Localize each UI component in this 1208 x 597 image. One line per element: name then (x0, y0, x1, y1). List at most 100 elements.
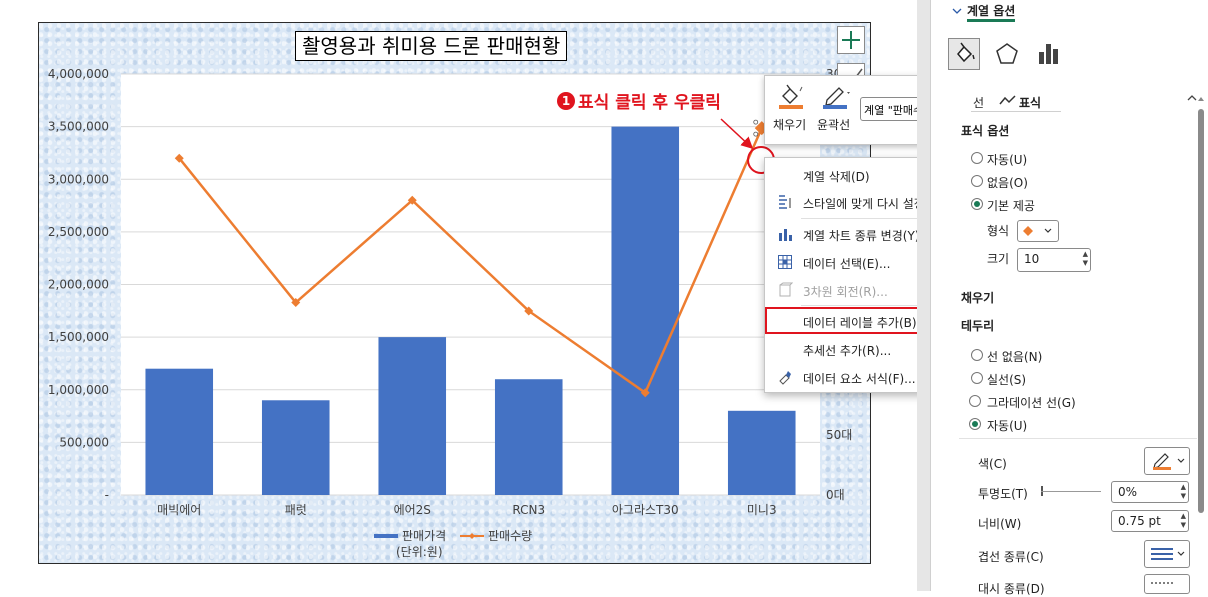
chevron-up-icon[interactable] (1187, 94, 1197, 102)
radio-no-line-label: 선 없음(N) (987, 350, 1043, 364)
panel-scrollbar[interactable] (1196, 95, 1206, 515)
bar (611, 126, 680, 495)
bar-chart-icon[interactable] (1034, 40, 1062, 68)
bar (727, 410, 796, 495)
marker-type-dropdown[interactable] (1017, 220, 1059, 242)
compound-type-dropdown[interactable] (1144, 540, 1190, 568)
y-axis-tick-label: 3,000,000 (48, 172, 109, 186)
outline-button[interactable]: 윤곽선 (817, 82, 861, 140)
pen-icon (1153, 453, 1185, 470)
size-input[interactable]: 10 ▲ ▼ (1017, 248, 1091, 272)
menu-item-label: 데이터 레이블 추가(B) (803, 316, 917, 330)
radio-no-line[interactable] (971, 349, 983, 361)
menu-add-trendline[interactable]: 추세선 추가(R)... (765, 336, 975, 362)
y2-axis-tick-label: 50대 (826, 428, 852, 442)
color-dropdown[interactable] (1144, 447, 1190, 475)
menu-3d-rotation: 3차원 회전(R)... (765, 277, 975, 303)
panel-splitter[interactable] (917, 0, 930, 591)
section-underline (967, 19, 1015, 22)
marker-options-title[interactable]: 표식 옵션 (961, 124, 1010, 138)
paint-bucket-icon (779, 84, 803, 109)
chevron-down-icon[interactable] (951, 6, 963, 16)
size-label: 크기 (987, 252, 1010, 266)
y-axis-tick-label: 1,000,000 (48, 383, 109, 397)
y-axis-tick-label: 4,000,000 (48, 67, 109, 81)
menu-item-label: 데이터 요소 서식(F)... (803, 372, 916, 386)
tab-divider (971, 111, 1061, 112)
outline-label: 윤곽선 (817, 118, 851, 132)
transparency-label: 투명도(T) (978, 487, 1028, 501)
radio-none-label: 없음(O) (987, 176, 1028, 190)
legend-line-label: 판매수량 (488, 529, 532, 543)
fill-button[interactable]: 채우기 (773, 82, 813, 140)
step-1-instruction: 표식 클릭 후 우클릭 (578, 93, 721, 113)
y-axis-tick-label: 2,000,000 (48, 278, 109, 292)
line-marker (174, 153, 184, 163)
radio-border-auto-label: 자동(U) (987, 419, 1028, 433)
line-marker (407, 195, 417, 205)
tab-marker[interactable]: 표식 (1019, 96, 1042, 110)
menu-separator (801, 218, 973, 219)
radio-builtin[interactable] (971, 198, 983, 210)
transparency-input[interactable]: 0% ▲ ▼ (1111, 481, 1189, 503)
menu-item-label: 추세선 추가(R)... (803, 344, 892, 358)
menu-item-label: 계열 차트 종류 변경(Y)... (803, 229, 931, 243)
legend-line-marker (469, 533, 475, 539)
radio-solid-line[interactable] (971, 372, 983, 384)
menu-reset-style[interactable]: 스타일에 맞게 다시 설정(A) (765, 189, 975, 215)
fill-heading[interactable]: 채우기 (961, 291, 995, 305)
spinner-icon[interactable]: ▲ ▼ (1180, 483, 1186, 500)
chart-title[interactable]: 촬영용과 취미용 드론 판매현황 (295, 31, 568, 61)
compound-line-icon (1151, 548, 1185, 560)
radio-auto[interactable] (971, 152, 983, 164)
chart-plot[interactable]: - 500,000 1,000,000 1,500,000 2,000,000 2,500… (38, 22, 871, 564)
menu-format-data-point[interactable]: 데이터 요소 서식(F)... (765, 364, 975, 390)
dash-type-dropdown[interactable] (1144, 574, 1190, 594)
menu-select-data[interactable]: 데이터 선택(E)... (765, 249, 975, 275)
line-marker (640, 388, 650, 398)
pentagon-icon[interactable] (993, 40, 1021, 68)
chart-elements-button[interactable] (837, 26, 865, 54)
menu-change-chart-type[interactable]: 계열 차트 종류 변경(Y)... (765, 221, 975, 247)
tab-line[interactable]: 선 (973, 96, 985, 110)
line-series (178, 127, 763, 395)
menu-item-label: 스타일에 맞게 다시 설정(A) (803, 197, 943, 211)
line-marker (524, 306, 534, 316)
legend-bar-sublabel: (단위:원) (396, 545, 443, 559)
chart-type-icon (779, 229, 792, 241)
x-axis-tick-label: 아그라스T30 (612, 503, 679, 517)
line-marker (291, 298, 301, 308)
dash-label: 대시 종류(D) (978, 582, 1045, 596)
y-axis-tick-label: 3,500,000 (48, 120, 109, 134)
x-axis-tick-label: 미니3 (747, 503, 777, 517)
radio-gradient-line[interactable] (969, 395, 981, 407)
paint-bucket-icon (957, 42, 975, 63)
menu-item-label: 데이터 선택(E)... (803, 257, 891, 271)
menu-item-label: 계열 삭제(D) (803, 170, 870, 184)
menu-delete-series[interactable]: 계열 삭제(D) (765, 162, 975, 188)
transparency-slider[interactable] (1041, 491, 1101, 492)
x-axis-tick-label: 매빅에어 (157, 503, 201, 517)
pen-icon (823, 87, 850, 109)
width-input[interactable]: 0.75 pt ▲ ▼ (1111, 510, 1189, 532)
dash-line-icon (1151, 582, 1173, 584)
spinner-icon[interactable]: ▲ ▼ (1082, 250, 1088, 267)
width-label: 너비(W) (978, 517, 1022, 531)
divider (959, 438, 1197, 439)
radio-gradient-line-label: 그라데이션 선(G) (987, 396, 1076, 410)
scrollbar-track (1198, 97, 1204, 513)
fill-line-tab[interactable] (948, 38, 980, 70)
menu-item-label: 3차원 회전(R)... (803, 285, 888, 299)
radio-auto-label: 자동(U) (987, 153, 1028, 167)
format-panel: 계열 옵션 선 표식 표식 옵션 자동(U) 없음(O) 기본 제공 형식 크기… (930, 0, 1208, 596)
bar (494, 379, 563, 495)
radio-none[interactable] (971, 175, 983, 187)
border-heading[interactable]: 테두리 (961, 319, 995, 333)
x-axis-tick-label: 패럿 (285, 503, 307, 517)
radio-border-auto[interactable] (969, 418, 981, 430)
spinner-icon[interactable]: ▲ ▼ (1180, 512, 1186, 529)
x-axis-tick-label: 에어2S (394, 503, 431, 517)
legend-bar-label: 판매가격 (402, 529, 446, 543)
format-icon (779, 371, 791, 385)
line-marker-icon (999, 95, 1016, 105)
